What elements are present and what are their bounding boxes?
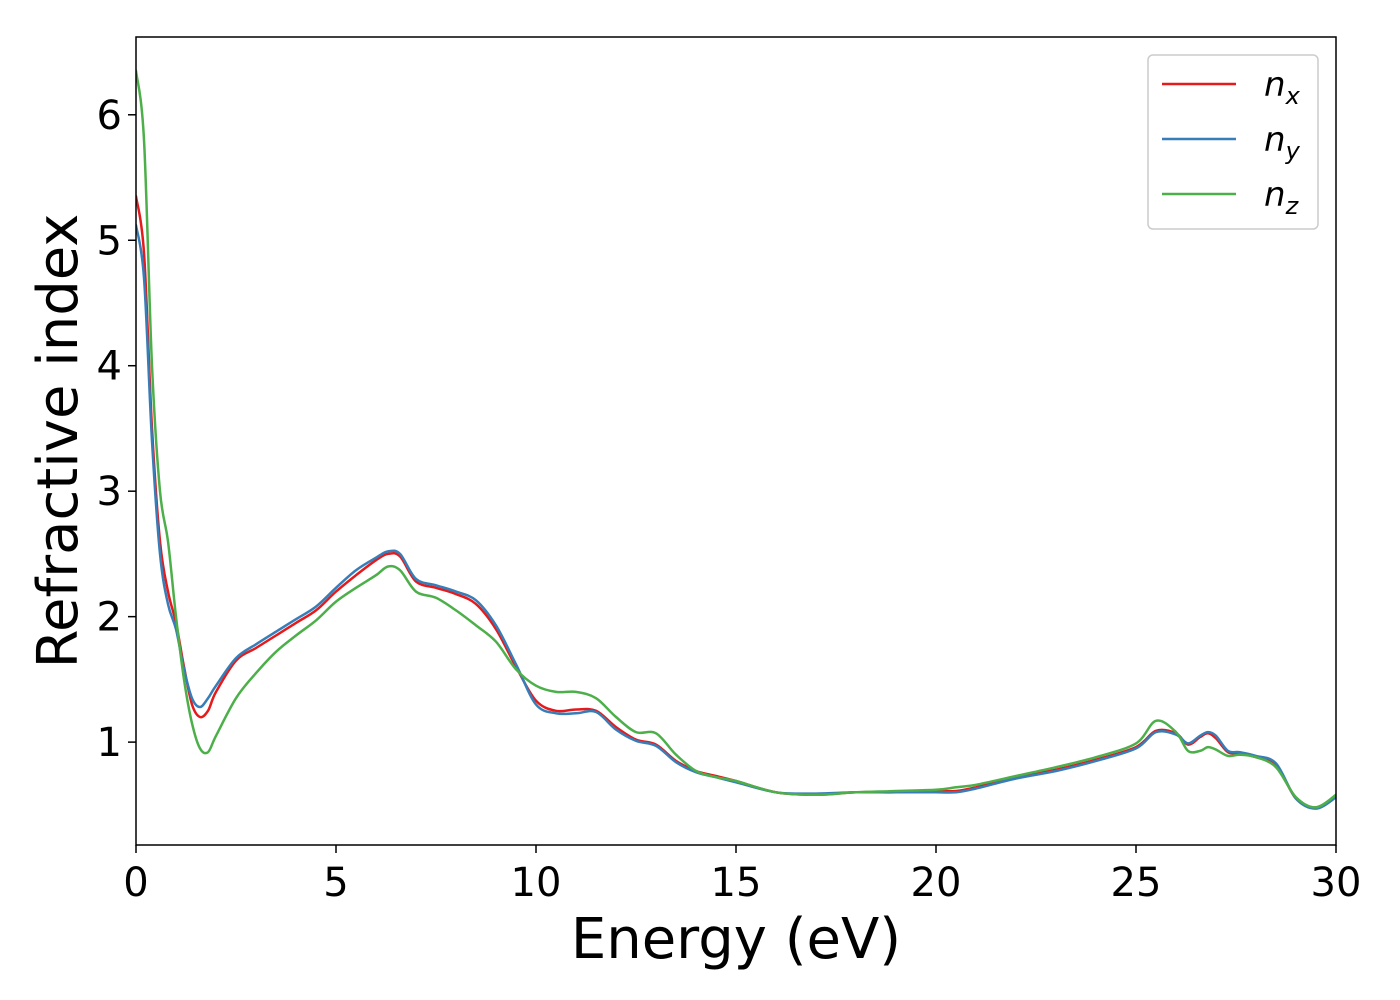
x-axis-ticks: 0 5 10 15 20 25 30 bbox=[123, 845, 1361, 906]
x-tick-label: 0 bbox=[123, 860, 148, 906]
legend-label-nz: nz bbox=[1264, 175, 1300, 220]
x-tick-label: 15 bbox=[711, 860, 762, 906]
y-tick-label: 1 bbox=[97, 720, 122, 766]
x-axis-label: Energy (eV) bbox=[571, 907, 901, 972]
plot-background bbox=[136, 37, 1336, 845]
legend-label-nx: nx bbox=[1264, 65, 1301, 110]
series-layer bbox=[136, 69, 1336, 810]
y-tick-label: 3 bbox=[97, 469, 122, 515]
legend-label-ny: ny bbox=[1264, 120, 1301, 165]
y-axis-label: Refractive index bbox=[26, 214, 91, 669]
legend-label-subscript: x bbox=[1285, 82, 1301, 110]
legend-label-base: n bbox=[1264, 65, 1286, 105]
y-tick-label: 5 bbox=[97, 218, 122, 264]
y-tick-label: 4 bbox=[97, 344, 122, 390]
series-line-ny bbox=[136, 223, 1336, 810]
y-tick-label: 6 bbox=[97, 93, 122, 139]
x-tick-label: 30 bbox=[1311, 860, 1362, 906]
legend-label-subscript: z bbox=[1285, 192, 1300, 220]
y-tick-label: 2 bbox=[97, 595, 122, 641]
legend-box bbox=[1147, 54, 1319, 230]
x-tick-label: 25 bbox=[1111, 860, 1162, 906]
legend-label-base: n bbox=[1264, 175, 1286, 215]
x-tick-label: 10 bbox=[511, 860, 562, 906]
legend-label-base: n bbox=[1264, 120, 1286, 160]
x-tick-label: 5 bbox=[323, 860, 348, 906]
series-line-nz bbox=[136, 69, 1336, 809]
x-tick-label: 20 bbox=[911, 860, 962, 906]
y-axis-ticks: 1 2 3 4 5 6 bbox=[97, 93, 136, 766]
legend-label-subscript: y bbox=[1285, 137, 1301, 165]
